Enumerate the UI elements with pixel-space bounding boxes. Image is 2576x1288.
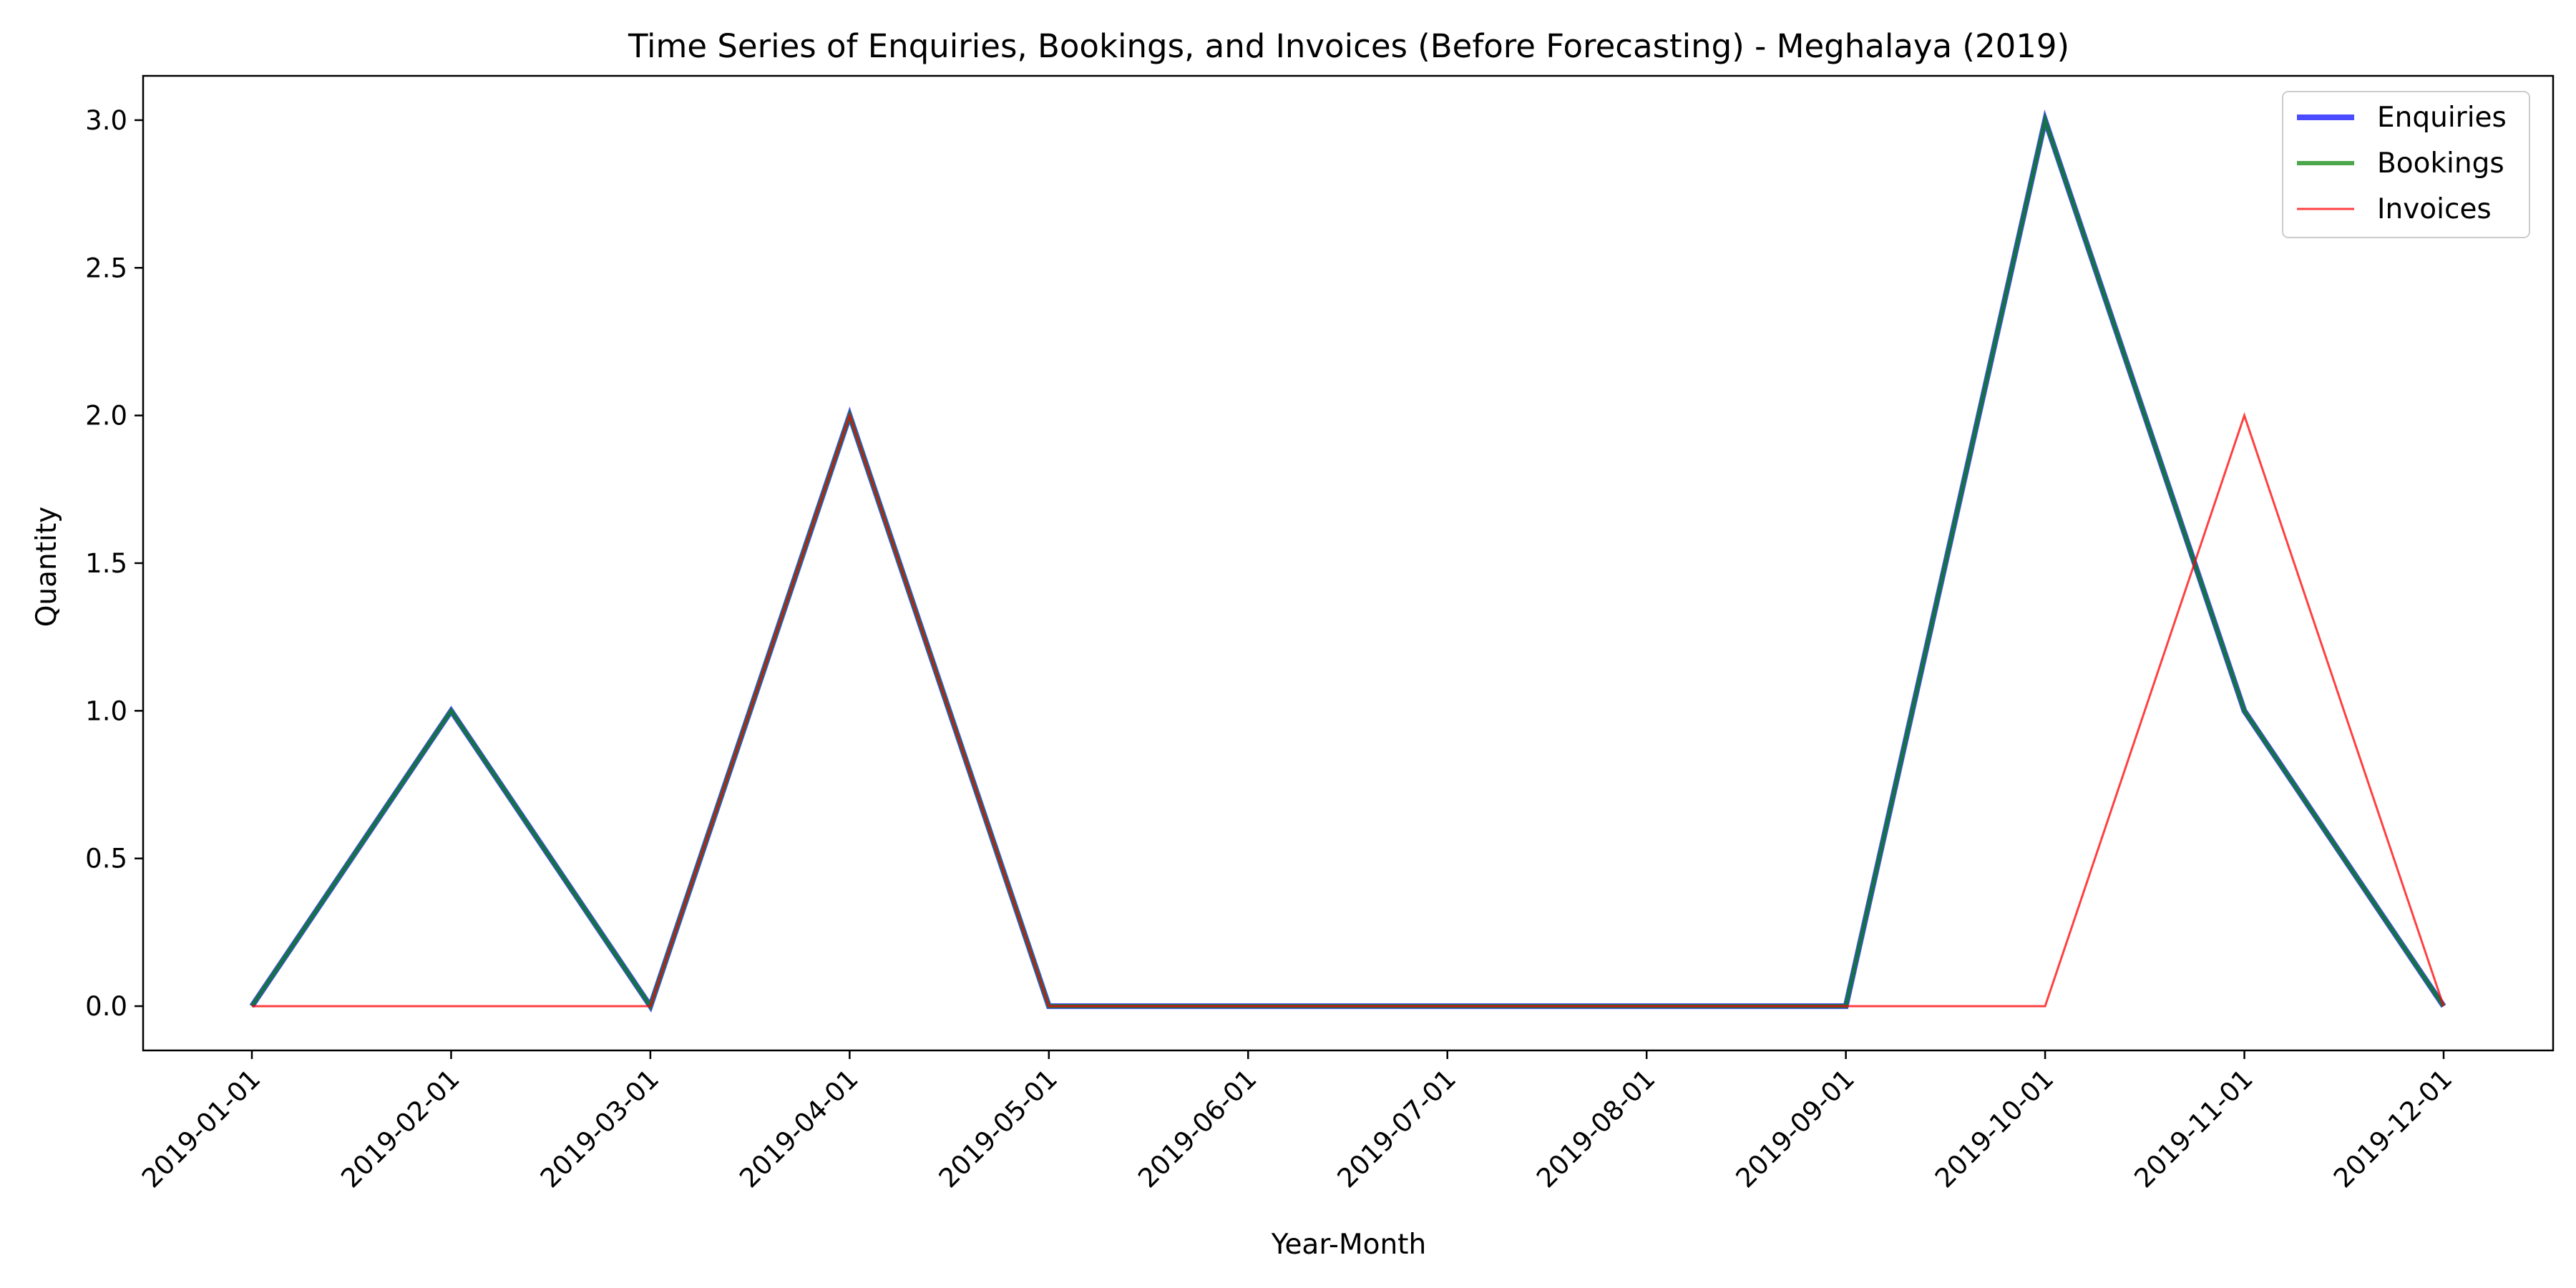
x-tick-label: 2019-08-01	[1531, 1063, 1661, 1194]
series-line-enquiries	[249, 109, 2446, 1013]
x-tick-label: 2019-09-01	[1730, 1063, 1860, 1194]
legend-label-invoices: Invoices	[2377, 193, 2492, 225]
y-tick-label: 1.5	[85, 548, 127, 579]
legend-label-bookings: Bookings	[2377, 147, 2504, 180]
series-line-invoices	[252, 411, 2445, 1008]
x-tick-label: 2019-03-01	[535, 1063, 665, 1194]
x-tick-label: 2019-01-01	[136, 1063, 266, 1194]
x-axis-label: Year-Month	[1271, 1229, 1426, 1261]
y-tick-label: 2.5	[85, 253, 127, 283]
x-tick-label: 2019-12-01	[2328, 1063, 2458, 1194]
series-line-bookings	[250, 112, 2446, 1011]
x-tick-label: 2019-06-01	[1132, 1063, 1262, 1194]
x-tick-label: 2019-05-01	[933, 1063, 1063, 1194]
x-tick-label: 2019-10-01	[1929, 1063, 2059, 1194]
y-tick-label: 0.0	[85, 991, 127, 1022]
legend: Enquiries Bookings Invoices	[2282, 91, 2530, 238]
legend-label-enquiries: Enquiries	[2377, 102, 2507, 134]
chart-title: Time Series of Enquiries, Bookings, and …	[628, 27, 2069, 65]
x-tick-label: 2019-04-01	[733, 1063, 864, 1194]
y-axis-label: Quantity	[31, 507, 63, 628]
y-tick-label: 0.5	[85, 844, 127, 874]
x-tick-label: 2019-02-01	[335, 1063, 465, 1194]
y-tick-label: 1.0	[85, 696, 127, 726]
x-tick-label: 2019-07-01	[1332, 1063, 1462, 1194]
y-tick-label: 3.0	[85, 105, 127, 136]
y-tick-label: 2.0	[85, 401, 127, 431]
x-tick-label: 2019-11-01	[2128, 1063, 2258, 1194]
legend-box	[2282, 91, 2530, 238]
